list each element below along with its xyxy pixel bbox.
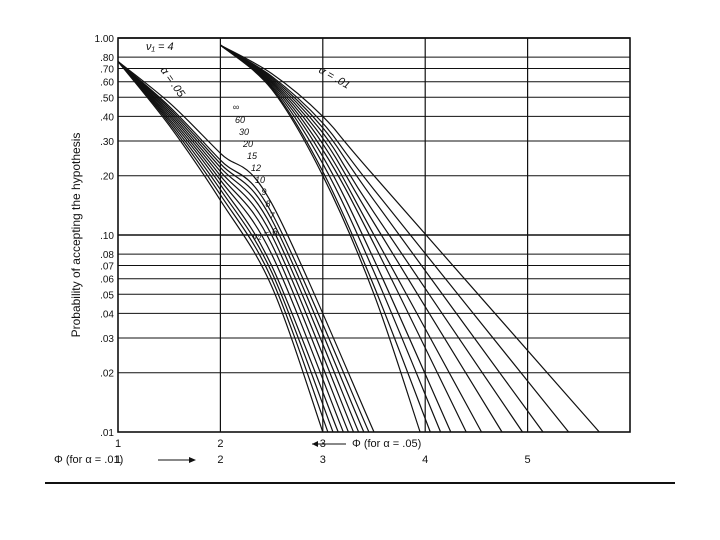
y-tick-label: .04	[100, 309, 114, 320]
x-tick-label-alpha05: 1	[115, 438, 121, 450]
plot-frame	[117, 37, 631, 433]
x-axis-title-alpha01: Φ (for α = .01)	[54, 454, 123, 466]
y-tick-label: .02	[100, 369, 114, 380]
x-title-arrow-alpha01	[158, 457, 196, 463]
curve-alpha01	[220, 44, 523, 433]
x-title-arrow-alpha05	[312, 441, 346, 447]
curve-alpha05	[117, 61, 334, 433]
curve-alpha05	[117, 61, 344, 433]
curve-alpha05	[117, 61, 339, 433]
bottom-rule	[45, 482, 675, 484]
nu2-label: 8	[265, 199, 270, 209]
curve-alpha05	[117, 61, 329, 433]
y-tick-label: .05	[100, 290, 114, 301]
curve-alpha05	[117, 61, 370, 433]
annotation-nu1: ν₁ = 4	[146, 41, 174, 53]
curve-alpha01	[220, 44, 483, 433]
x-tick-label-alpha01: 1	[115, 454, 121, 466]
curve-alpha01	[220, 44, 570, 433]
y-tick-label: .80	[100, 53, 114, 64]
nu2-label: 9	[261, 187, 266, 197]
nu2-label: 10	[255, 175, 265, 185]
y-tick-label: .10	[100, 231, 114, 242]
nu2-label: 20	[242, 139, 253, 149]
curve-alpha05	[117, 61, 365, 433]
curve-alpha05	[117, 61, 375, 433]
y-tick-label: .60	[100, 78, 114, 89]
curve-alpha05	[117, 61, 324, 433]
curve-alpha01	[220, 44, 421, 433]
nu2-label: ∞	[233, 102, 239, 112]
x-tick-label-alpha01: 3	[320, 454, 326, 466]
curve-alpha01	[220, 44, 442, 433]
annotation-alpha05: α = .05	[158, 65, 188, 101]
curve-alpha01	[220, 44, 503, 433]
y-tick-label: .08	[100, 250, 114, 261]
y-tick-label: .70	[100, 65, 114, 76]
curve-alpha01	[220, 44, 467, 433]
curve-layer	[117, 44, 600, 433]
curve-alpha01	[220, 44, 452, 433]
y-tick-label: .01	[100, 428, 114, 439]
y-tick-label: .30	[100, 137, 114, 148]
x-tick-label-alpha01: 5	[525, 454, 531, 466]
x-tick-label-alpha01: 4	[422, 454, 428, 466]
y-tick-label: 1.00	[95, 34, 115, 45]
y-axis-title: Probability of accepting the hypothesis	[69, 133, 83, 338]
y-tick-label: .03	[100, 334, 114, 345]
x-axis-title-alpha05: Φ (for α = .05)	[352, 438, 421, 450]
nu2-label: 30	[239, 127, 249, 137]
nu2-label: 60	[235, 115, 245, 125]
nu2-label: 12	[251, 163, 261, 173]
y-tick-label: .20	[100, 172, 114, 183]
y-tick-label: .40	[100, 112, 114, 123]
annotation-nu2-6: ν₂ = 6	[251, 227, 279, 243]
y-tick-label: .07	[100, 262, 114, 273]
y-tick-label: .50	[100, 93, 114, 104]
curve-alpha05	[117, 61, 355, 433]
curve-alpha01	[220, 44, 431, 433]
nu2-label: 7	[269, 211, 275, 221]
y-tick-label: .06	[100, 275, 114, 286]
nu2-label: 15	[247, 151, 258, 161]
curve-alpha01	[220, 44, 600, 433]
curve-alpha05	[117, 61, 349, 433]
curve-alpha05	[117, 61, 360, 433]
x-tick-label-alpha05: 2	[217, 438, 223, 450]
curve-alpha01	[220, 44, 544, 433]
x-tick-label-alpha01: 2	[217, 454, 223, 466]
